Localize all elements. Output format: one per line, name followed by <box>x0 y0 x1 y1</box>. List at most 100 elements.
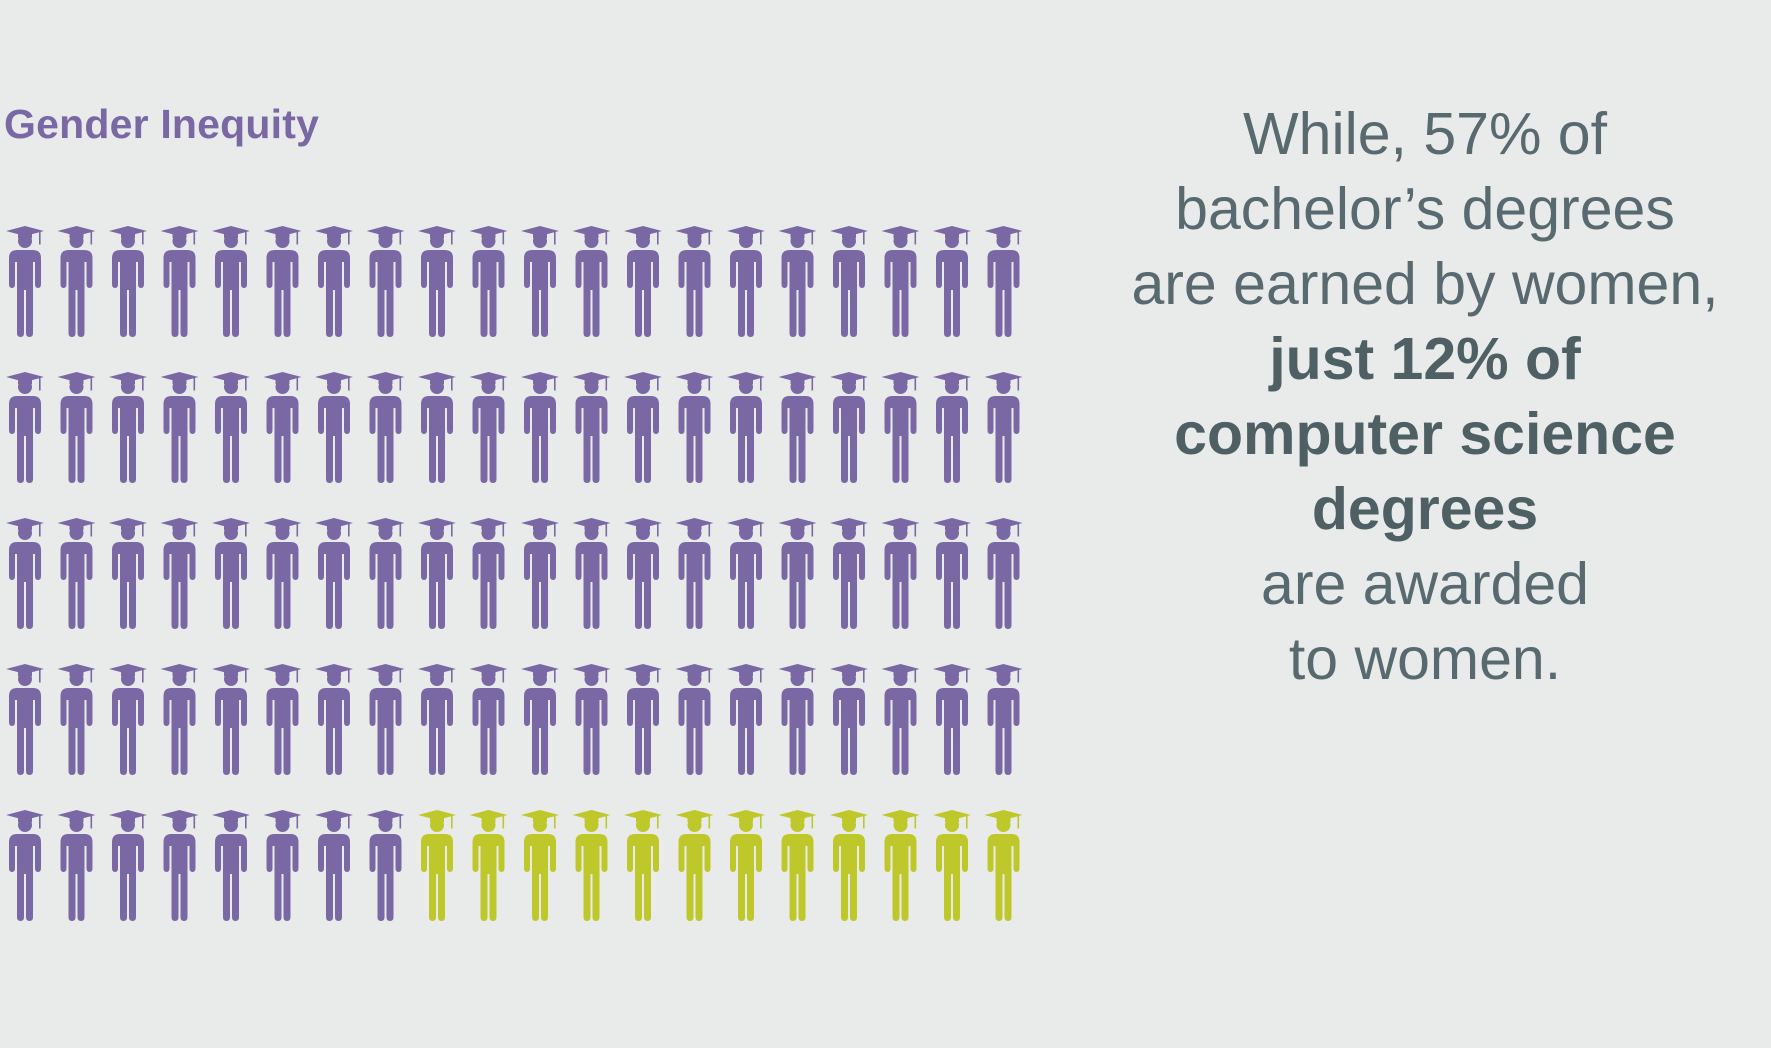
graduate-figure-icon <box>57 372 96 483</box>
graduate-figure-icon <box>830 810 868 921</box>
graduate-figure-icon <box>572 664 611 775</box>
graduate-figure-icon <box>109 664 147 775</box>
graduate-figure-icon <box>521 518 559 629</box>
graduate-figure-icon <box>469 372 508 483</box>
graduate-figure-icon <box>624 518 662 629</box>
graduate-figure-icon <box>366 518 405 629</box>
graduate-figure-icon <box>984 372 1023 483</box>
graduate-figure-icon <box>624 664 662 775</box>
graduate-figure-icon <box>57 518 96 629</box>
graduate-figure-icon <box>830 664 868 775</box>
graduate-figure-icon <box>933 518 971 629</box>
graduate-figure-icon <box>212 664 250 775</box>
graduate-figure-icon <box>881 664 920 775</box>
graduate-figure-icon <box>160 810 199 921</box>
graduate-figure-icon <box>933 372 971 483</box>
graduate-figure-icon <box>469 518 508 629</box>
graduate-figure-icon <box>160 372 199 483</box>
graduate-figure-icon <box>675 810 714 921</box>
graduate-figure-icon <box>6 226 44 337</box>
graduate-figure-icon <box>521 226 559 337</box>
caption-line-4: are awarded <box>1261 551 1589 617</box>
graduate-figure-icon <box>6 664 44 775</box>
graduate-figure-icon <box>675 518 714 629</box>
graduate-figure-icon <box>418 518 456 629</box>
graduate-figure-icon <box>933 226 971 337</box>
graduate-figure-icon <box>212 372 250 483</box>
graduate-figure-icon <box>263 372 302 483</box>
graduate-figure-icon <box>572 226 611 337</box>
graduate-figure-icon <box>624 226 662 337</box>
graduate-figure-icon <box>263 810 302 921</box>
graduate-figure-icon <box>881 372 920 483</box>
graduate-figure-icon <box>572 372 611 483</box>
graduate-figure-icon <box>366 664 405 775</box>
graduate-figure-icon <box>830 372 868 483</box>
graduate-figure-icon <box>984 810 1023 921</box>
graduate-figure-icon <box>6 518 44 629</box>
graduate-figure-icon <box>57 664 96 775</box>
graduate-figure-icon <box>418 810 456 921</box>
graduate-figure-icon <box>984 664 1023 775</box>
graduate-figure-icon <box>212 810 250 921</box>
graduate-figure-icon <box>315 226 353 337</box>
graduate-figure-icon <box>675 664 714 775</box>
graduate-figure-icon <box>263 518 302 629</box>
graduate-figure-icon <box>881 518 920 629</box>
graduate-figure-icon <box>521 372 559 483</box>
graduate-figure-icon <box>109 518 147 629</box>
graduate-figure-icon <box>418 372 456 483</box>
caption-line-5: to women. <box>1288 626 1562 692</box>
graduate-figure-icon <box>418 664 456 775</box>
graduate-figure-icon <box>109 810 147 921</box>
graduate-figure-icon <box>778 226 817 337</box>
graduate-figure-icon <box>6 372 44 483</box>
caption-bold-2: computer science <box>1174 401 1676 467</box>
graduate-figure-icon <box>521 810 559 921</box>
graduate-figure-icon <box>366 226 405 337</box>
graduate-figure-icon <box>315 372 353 483</box>
graduate-figure-icon <box>727 372 765 483</box>
graduate-figure-icon <box>469 810 508 921</box>
graduate-figure-icon <box>933 810 971 921</box>
graduate-figure-icon <box>315 518 353 629</box>
graduate-figure-icon <box>881 226 920 337</box>
graduate-figure-icon <box>160 664 199 775</box>
graduate-figure-icon <box>315 810 353 921</box>
graduate-figure-icon <box>830 226 868 337</box>
graduate-figure-icon <box>727 226 765 337</box>
graduate-figure-icon <box>109 372 147 483</box>
graduate-figure-icon <box>933 664 971 775</box>
graduate-figure-icon <box>727 810 765 921</box>
caption: While, 57% of bachelor’s degrees are ear… <box>1090 97 1760 697</box>
graduate-figure-icon <box>984 518 1023 629</box>
graduate-figure-icon <box>212 226 250 337</box>
graduate-figure-icon <box>778 810 817 921</box>
graduate-figure-icon <box>109 226 147 337</box>
graduate-figure-icon <box>57 810 96 921</box>
graduate-figure-icon <box>160 518 199 629</box>
graduate-figure-icon <box>778 664 817 775</box>
graduate-figure-icon <box>624 810 662 921</box>
graduate-figure-icon <box>469 226 508 337</box>
graduate-figure-icon <box>778 518 817 629</box>
caption-line-1: While, 57% of <box>1243 101 1607 167</box>
graduate-figure-icon <box>263 226 302 337</box>
graduate-figure-icon <box>366 810 405 921</box>
graduate-figure-icon <box>315 664 353 775</box>
graduate-figure-icon <box>469 664 508 775</box>
caption-line-3: are earned by women, <box>1131 251 1719 317</box>
graduate-figure-icon <box>675 226 714 337</box>
graduate-figure-icon <box>727 664 765 775</box>
graduate-figure-icon <box>624 372 662 483</box>
caption-bold-1: just 12% of <box>1269 326 1581 392</box>
graduate-figure-icon <box>727 518 765 629</box>
graduate-figure-icon <box>366 372 405 483</box>
graduate-figure-icon <box>418 226 456 337</box>
graduate-figure-icon <box>984 226 1023 337</box>
graduate-figure-icon <box>212 518 250 629</box>
graduate-figure-icon <box>160 226 199 337</box>
graduate-figure-icon <box>830 518 868 629</box>
graduate-figure-icon <box>521 664 559 775</box>
graduate-figure-icon <box>881 810 920 921</box>
